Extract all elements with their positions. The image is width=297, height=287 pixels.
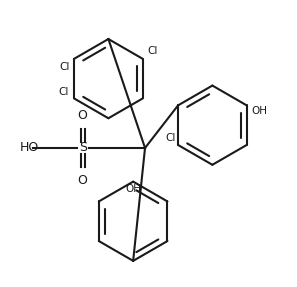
Text: Cl: Cl [58, 88, 68, 98]
Text: HO: HO [19, 141, 39, 154]
Text: OH: OH [125, 184, 141, 194]
Text: Cl: Cl [165, 133, 175, 143]
Text: O: O [78, 174, 88, 187]
Text: O: O [78, 109, 88, 122]
Text: S: S [79, 141, 87, 154]
Text: Cl: Cl [147, 46, 158, 56]
Text: Cl: Cl [59, 62, 69, 72]
Text: OH: OH [251, 106, 267, 116]
